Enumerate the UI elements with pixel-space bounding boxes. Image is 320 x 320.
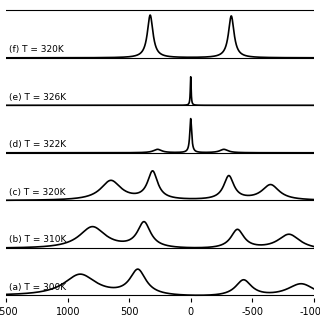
Text: (b) T = 310K: (b) T = 310K [9, 236, 66, 244]
Text: (d) T = 322K: (d) T = 322K [9, 140, 66, 149]
Text: (e) T = 326K: (e) T = 326K [9, 93, 66, 102]
Text: (a) T = 300K: (a) T = 300K [9, 283, 66, 292]
Text: (c) T = 320K: (c) T = 320K [9, 188, 65, 197]
Text: (f) T = 320K: (f) T = 320K [9, 45, 64, 54]
